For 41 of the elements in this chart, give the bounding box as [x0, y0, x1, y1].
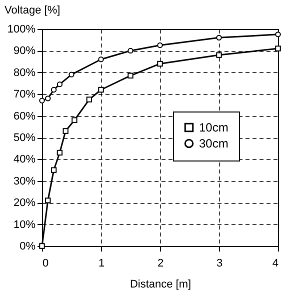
point [56, 81, 63, 88]
x-tick-label: 0 [42, 258, 49, 270]
y-tick-label: 30% [13, 175, 36, 188]
point [128, 48, 134, 54]
point [45, 96, 51, 102]
point [50, 167, 57, 173]
point [216, 52, 222, 58]
y-axis-title: Voltage [%] [4, 4, 60, 16]
point [128, 72, 134, 78]
y-tick-label: 50% [13, 132, 36, 144]
y-tick-label: 0% [20, 240, 36, 252]
point [86, 96, 92, 102]
legend-label: 30cm [199, 136, 228, 150]
point [157, 42, 163, 48]
point [56, 150, 63, 156]
point [39, 98, 45, 104]
point [62, 128, 68, 134]
y-tick-label: 60% [13, 110, 36, 122]
point [157, 60, 163, 67]
x-tick-label: 3 [216, 258, 223, 270]
y-tick-label: 10% [13, 218, 36, 231]
y-tick-label: 40% [13, 154, 36, 166]
point [98, 86, 104, 93]
legend-label: 10cm [199, 120, 228, 134]
y-tick-label: 100% [7, 24, 36, 36]
point [275, 46, 281, 52]
point [98, 56, 104, 62]
point [216, 34, 222, 41]
x-tick-label: 2 [157, 258, 164, 270]
point [50, 86, 57, 93]
x-tick-label: 1 [98, 258, 105, 270]
point [45, 198, 51, 204]
point [275, 32, 281, 38]
x-tick-label: 4 [272, 258, 278, 270]
y-tick-label: 90% [13, 45, 36, 58]
y-tick-label: 20% [13, 197, 36, 210]
y-tick-label: 80% [13, 66, 36, 79]
x-axis-title: Distance [m] [130, 278, 192, 290]
point [72, 117, 78, 123]
point [68, 72, 74, 78]
y-tick-label: 70% [13, 88, 36, 101]
